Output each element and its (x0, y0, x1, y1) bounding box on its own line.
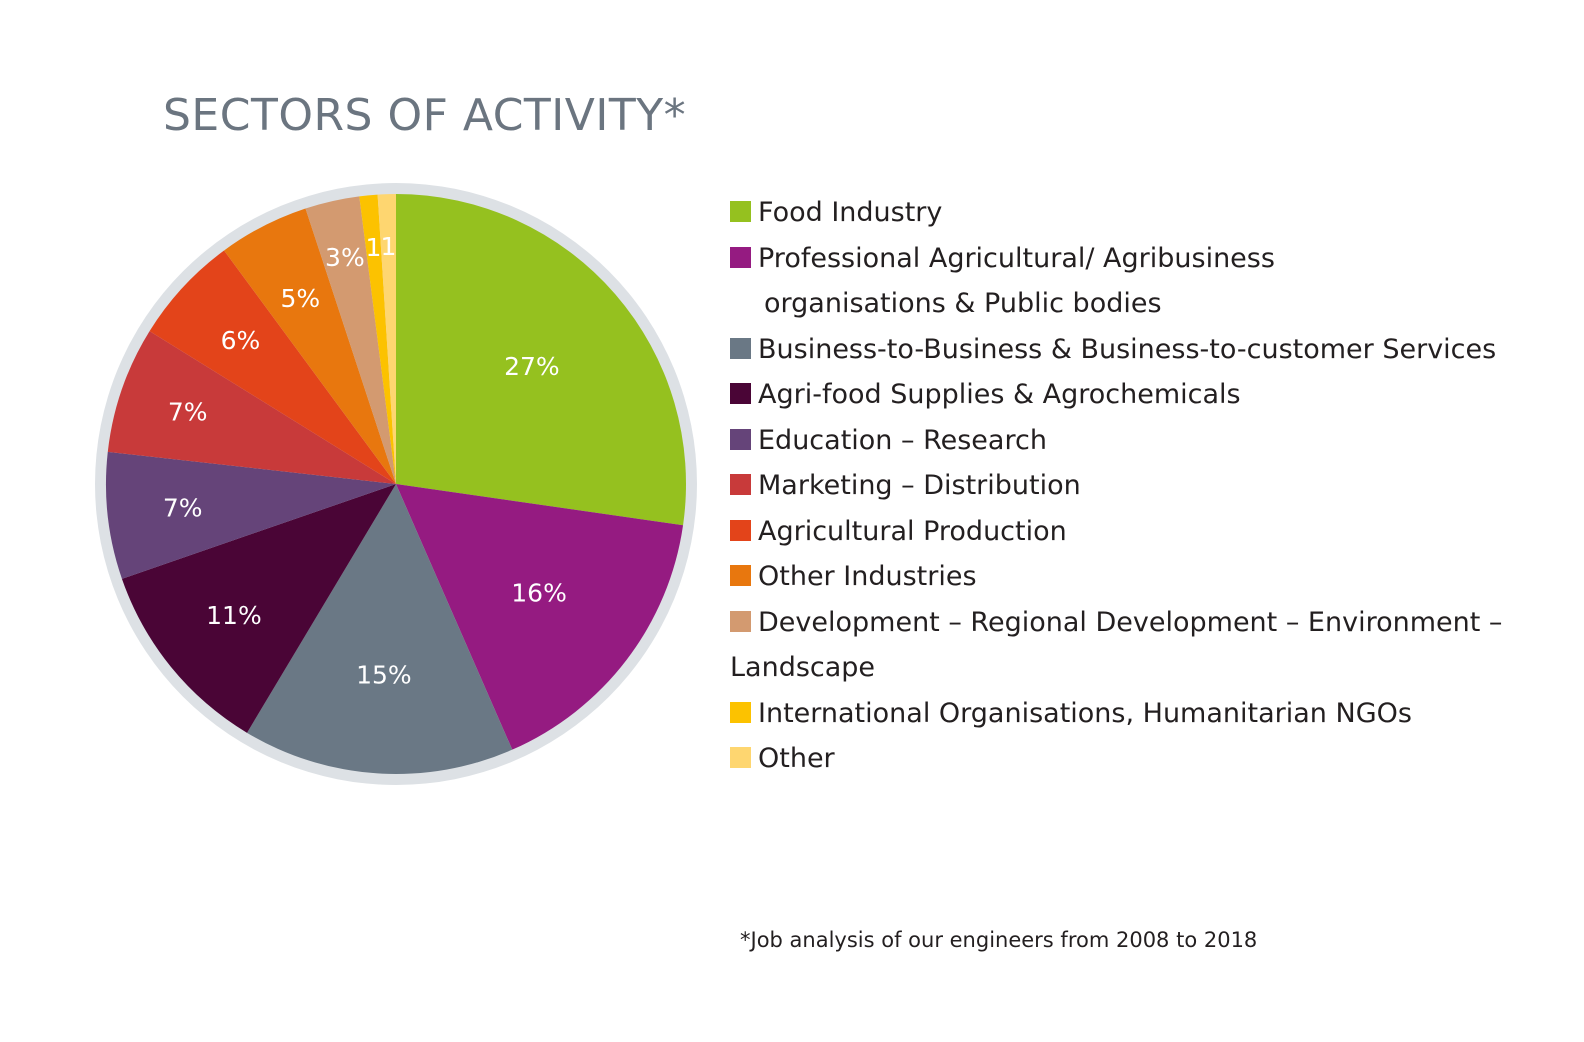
legend-swatch (730, 474, 751, 495)
legend-swatch (730, 201, 751, 222)
legend-swatch (730, 565, 751, 586)
pie-slice-label: 16% (511, 578, 567, 607)
legend-swatch (730, 610, 751, 632)
legend-label: Agri-food Supplies & Agrochemicals (758, 379, 1241, 410)
pie-slice (224, 208, 396, 484)
pie-slice (305, 196, 396, 484)
legend-item-food-industry: Food Industry (730, 190, 1530, 236)
legend-item-development: Development – Regional Development – Env… (730, 600, 1530, 691)
pie-slice-label: 27% (504, 352, 560, 381)
legend-swatch (730, 337, 751, 359)
pie-svg: 27%16%15%11%7%7%6%5%3% 1 1 (95, 183, 697, 785)
legend-swatch (730, 519, 751, 541)
footnote: *Job analysis of our engineers from 2008… (740, 928, 1258, 952)
legend-label: Agricultural Production (758, 515, 1067, 547)
pie-slice (396, 484, 684, 750)
pie-slice (121, 484, 396, 733)
pie-slice-label: 3% (325, 243, 365, 272)
legend-item-other-industries: Other Industries (730, 554, 1530, 600)
legend-label: Marketing – Distribution (758, 470, 1081, 501)
legend-swatch (730, 246, 751, 268)
legend-item-international-organisations: International Organisations, Humanitaria… (730, 691, 1530, 737)
legend-label: Food Industry (758, 197, 943, 228)
legend-label: Education – Research (758, 424, 1047, 456)
legend-swatch (730, 701, 751, 723)
pie-slice (247, 484, 513, 774)
legend-item-marketing-distribution: Marketing – Distribution (730, 463, 1530, 509)
pie-slice-label: 5% (280, 284, 320, 313)
chart-title: SECTORS OF ACTIVITY* (163, 90, 687, 141)
legend-label: International Organisations, Humanitaria… (758, 697, 1412, 729)
pie-slice (106, 451, 397, 579)
pie-slice (377, 194, 396, 484)
legend-label: Other (758, 743, 835, 774)
pie-slice-label: 7% (163, 493, 203, 522)
pie-slice (359, 194, 396, 484)
pie-slice-label: 7% (168, 397, 208, 426)
legend-label: Development – Regional Development – Env… (758, 606, 1503, 638)
pie-slice-label: 11% (206, 601, 262, 630)
pie-slice (396, 194, 686, 526)
pie-slice-label: 1 (365, 233, 381, 262)
legend-item-agri-food-supplies: Agri-food Supplies & Agrochemicals (730, 372, 1530, 418)
pie-slice-label: 15% (356, 661, 412, 690)
legend-label: Professional Agricultural/ Agribusiness (758, 242, 1275, 274)
legend-item-other: Other (730, 736, 1530, 782)
pie-slice-label: 6% (221, 326, 261, 355)
pie-chart: 27% 16% 15% 11% 7% 7% 6% 5% 3% 1 1 (0, 0, 760, 860)
legend-item-business-services: Business-to-Business & Business-to-custo… (730, 327, 1530, 373)
legend-item-agricultural-production: Agricultural Production (730, 509, 1530, 555)
pie-slice (149, 250, 396, 484)
legend-swatch (730, 428, 751, 450)
pie-slice (107, 331, 397, 484)
pie-slice-label: 1 (381, 232, 397, 261)
legend-item-education-research: Education – Research (730, 418, 1530, 464)
legend-label-continuation: organisations & Public bodies (764, 288, 1162, 319)
legend: Food Industry Professional Agricultural/… (730, 190, 1530, 782)
legend-swatch (730, 747, 751, 768)
legend-swatch (730, 383, 751, 404)
legend-item-professional-agricultural: Professional Agricultural/ Agribusiness … (730, 236, 1530, 327)
legend-label: Business-to-Business & Business-to-custo… (758, 333, 1497, 365)
legend-label-continuation: Landscape (730, 652, 876, 683)
legend-label: Other Industries (758, 561, 977, 592)
